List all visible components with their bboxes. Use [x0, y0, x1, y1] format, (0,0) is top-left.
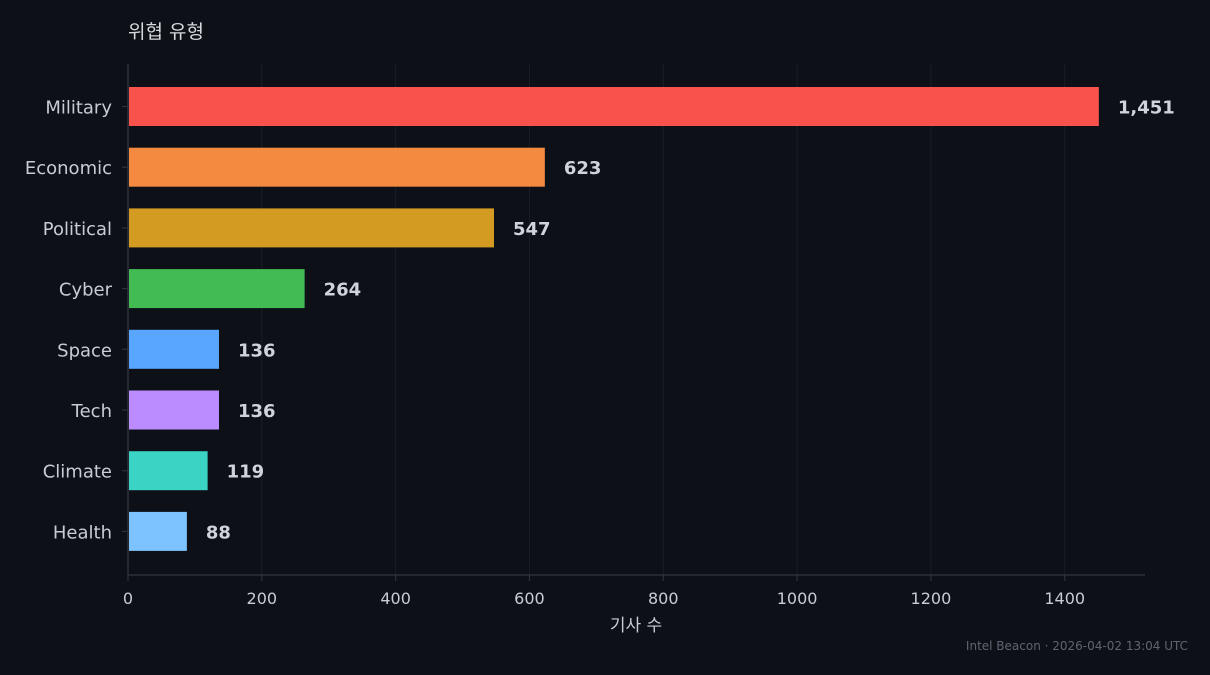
- value-label: 136: [238, 340, 276, 361]
- x-tick-label: 1000: [777, 589, 818, 608]
- axes: 0 200 400 600 800 1000 1200 1400: [122, 64, 1145, 608]
- bar-military: [129, 87, 1099, 126]
- bar-cyber: [129, 269, 305, 309]
- category-label: Health: [53, 522, 112, 543]
- value-label: 88: [206, 522, 231, 543]
- x-tick-label: 1200: [911, 589, 952, 608]
- bar-tech: [129, 390, 219, 430]
- bar-economic: [129, 147, 545, 187]
- bar-political: [129, 208, 494, 248]
- value-label: 264: [324, 280, 362, 301]
- footer-timestamp: Intel Beacon · 2026-04-02 13:04 UTC: [966, 639, 1188, 653]
- value-label: 623: [564, 158, 602, 179]
- category-label: Economic: [25, 158, 112, 179]
- value-label: 119: [227, 462, 265, 483]
- x-tick-label: 400: [380, 589, 411, 608]
- x-tick-label: 0: [123, 589, 133, 608]
- bar-space: [129, 329, 219, 369]
- x-axis-title: 기사 수: [610, 616, 662, 636]
- chart-title: 위협 유형: [128, 21, 204, 43]
- category-label: Tech: [71, 401, 112, 422]
- value-label: 136: [238, 401, 276, 422]
- category-label: Military: [45, 98, 112, 119]
- x-tick-label: 200: [247, 589, 278, 608]
- x-tick-label: 800: [648, 589, 679, 608]
- gridlines: [261, 64, 1066, 575]
- category-label: Space: [57, 340, 112, 361]
- category-label: Climate: [43, 462, 112, 483]
- bars: Military 1,451 Economic 623 Political 547 Cybe…: [25, 87, 1175, 551]
- bar-climate: [129, 451, 208, 491]
- category-label: Political: [43, 219, 112, 240]
- value-label: 547: [513, 219, 551, 240]
- x-tick-label: 600: [514, 589, 545, 608]
- value-label: 1,451: [1118, 98, 1175, 119]
- category-label: Cyber: [59, 280, 113, 301]
- bar-health: [129, 511, 187, 551]
- x-tick-label: 1400: [1044, 589, 1085, 608]
